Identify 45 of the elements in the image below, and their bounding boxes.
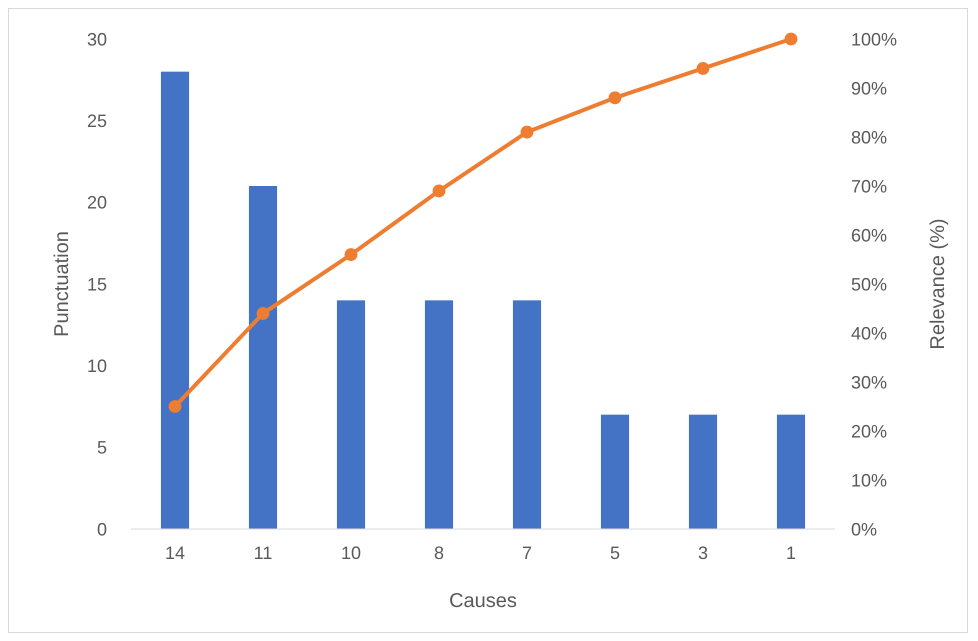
y2-tick-label: 100% xyxy=(851,29,898,50)
y2-tick-label: 70% xyxy=(851,176,888,196)
y-tick-label: 15 xyxy=(86,274,107,294)
x-tick-label: 8 xyxy=(434,543,444,563)
x-tick-label: 11 xyxy=(254,543,272,563)
y2-tick-label: 10% xyxy=(851,470,888,490)
y-tick-label: 5 xyxy=(96,438,107,458)
y-tick-label: 30 xyxy=(86,29,107,50)
bar xyxy=(776,414,806,529)
bar xyxy=(160,72,190,529)
bar xyxy=(688,414,718,529)
x-tick-label: 14 xyxy=(164,543,186,563)
y-tick-label: 25 xyxy=(86,110,107,131)
y2-tick-label: 50% xyxy=(851,274,888,294)
x-tick-label: 5 xyxy=(610,543,620,563)
x-tick-label: 1 xyxy=(786,543,796,563)
y-axis-title: Punctuation xyxy=(51,231,73,337)
x-tick-label: 7 xyxy=(522,543,532,563)
bar xyxy=(424,300,454,529)
point xyxy=(168,400,182,413)
point xyxy=(784,32,798,46)
y-tick-label: 0 xyxy=(96,519,107,540)
point xyxy=(696,62,710,75)
y2-tick-label: 80% xyxy=(851,127,888,148)
y2-axis-title: Relevance (%) xyxy=(927,218,949,350)
x-axis-title: Causes xyxy=(449,590,517,612)
x-tick-label: 10 xyxy=(340,543,362,563)
y2-tick-label: 90% xyxy=(851,78,888,98)
y-tick-label: 10 xyxy=(86,356,107,376)
bar xyxy=(512,300,542,529)
y2-tick-label: 30% xyxy=(851,372,888,392)
x-tick-label: 3 xyxy=(698,543,708,563)
y-tick-label: 20 xyxy=(86,192,107,213)
y2-tick-label: 60% xyxy=(851,225,888,246)
bar xyxy=(248,186,278,529)
point xyxy=(256,306,270,320)
point xyxy=(432,184,446,198)
y2-tick-label: 40% xyxy=(851,323,888,344)
bar xyxy=(336,300,366,529)
y2-tick-label: 20% xyxy=(851,421,888,442)
point xyxy=(520,126,534,139)
point xyxy=(608,91,622,104)
bar xyxy=(600,414,630,529)
point xyxy=(344,248,358,262)
y2-tick-label: 0% xyxy=(851,519,878,540)
